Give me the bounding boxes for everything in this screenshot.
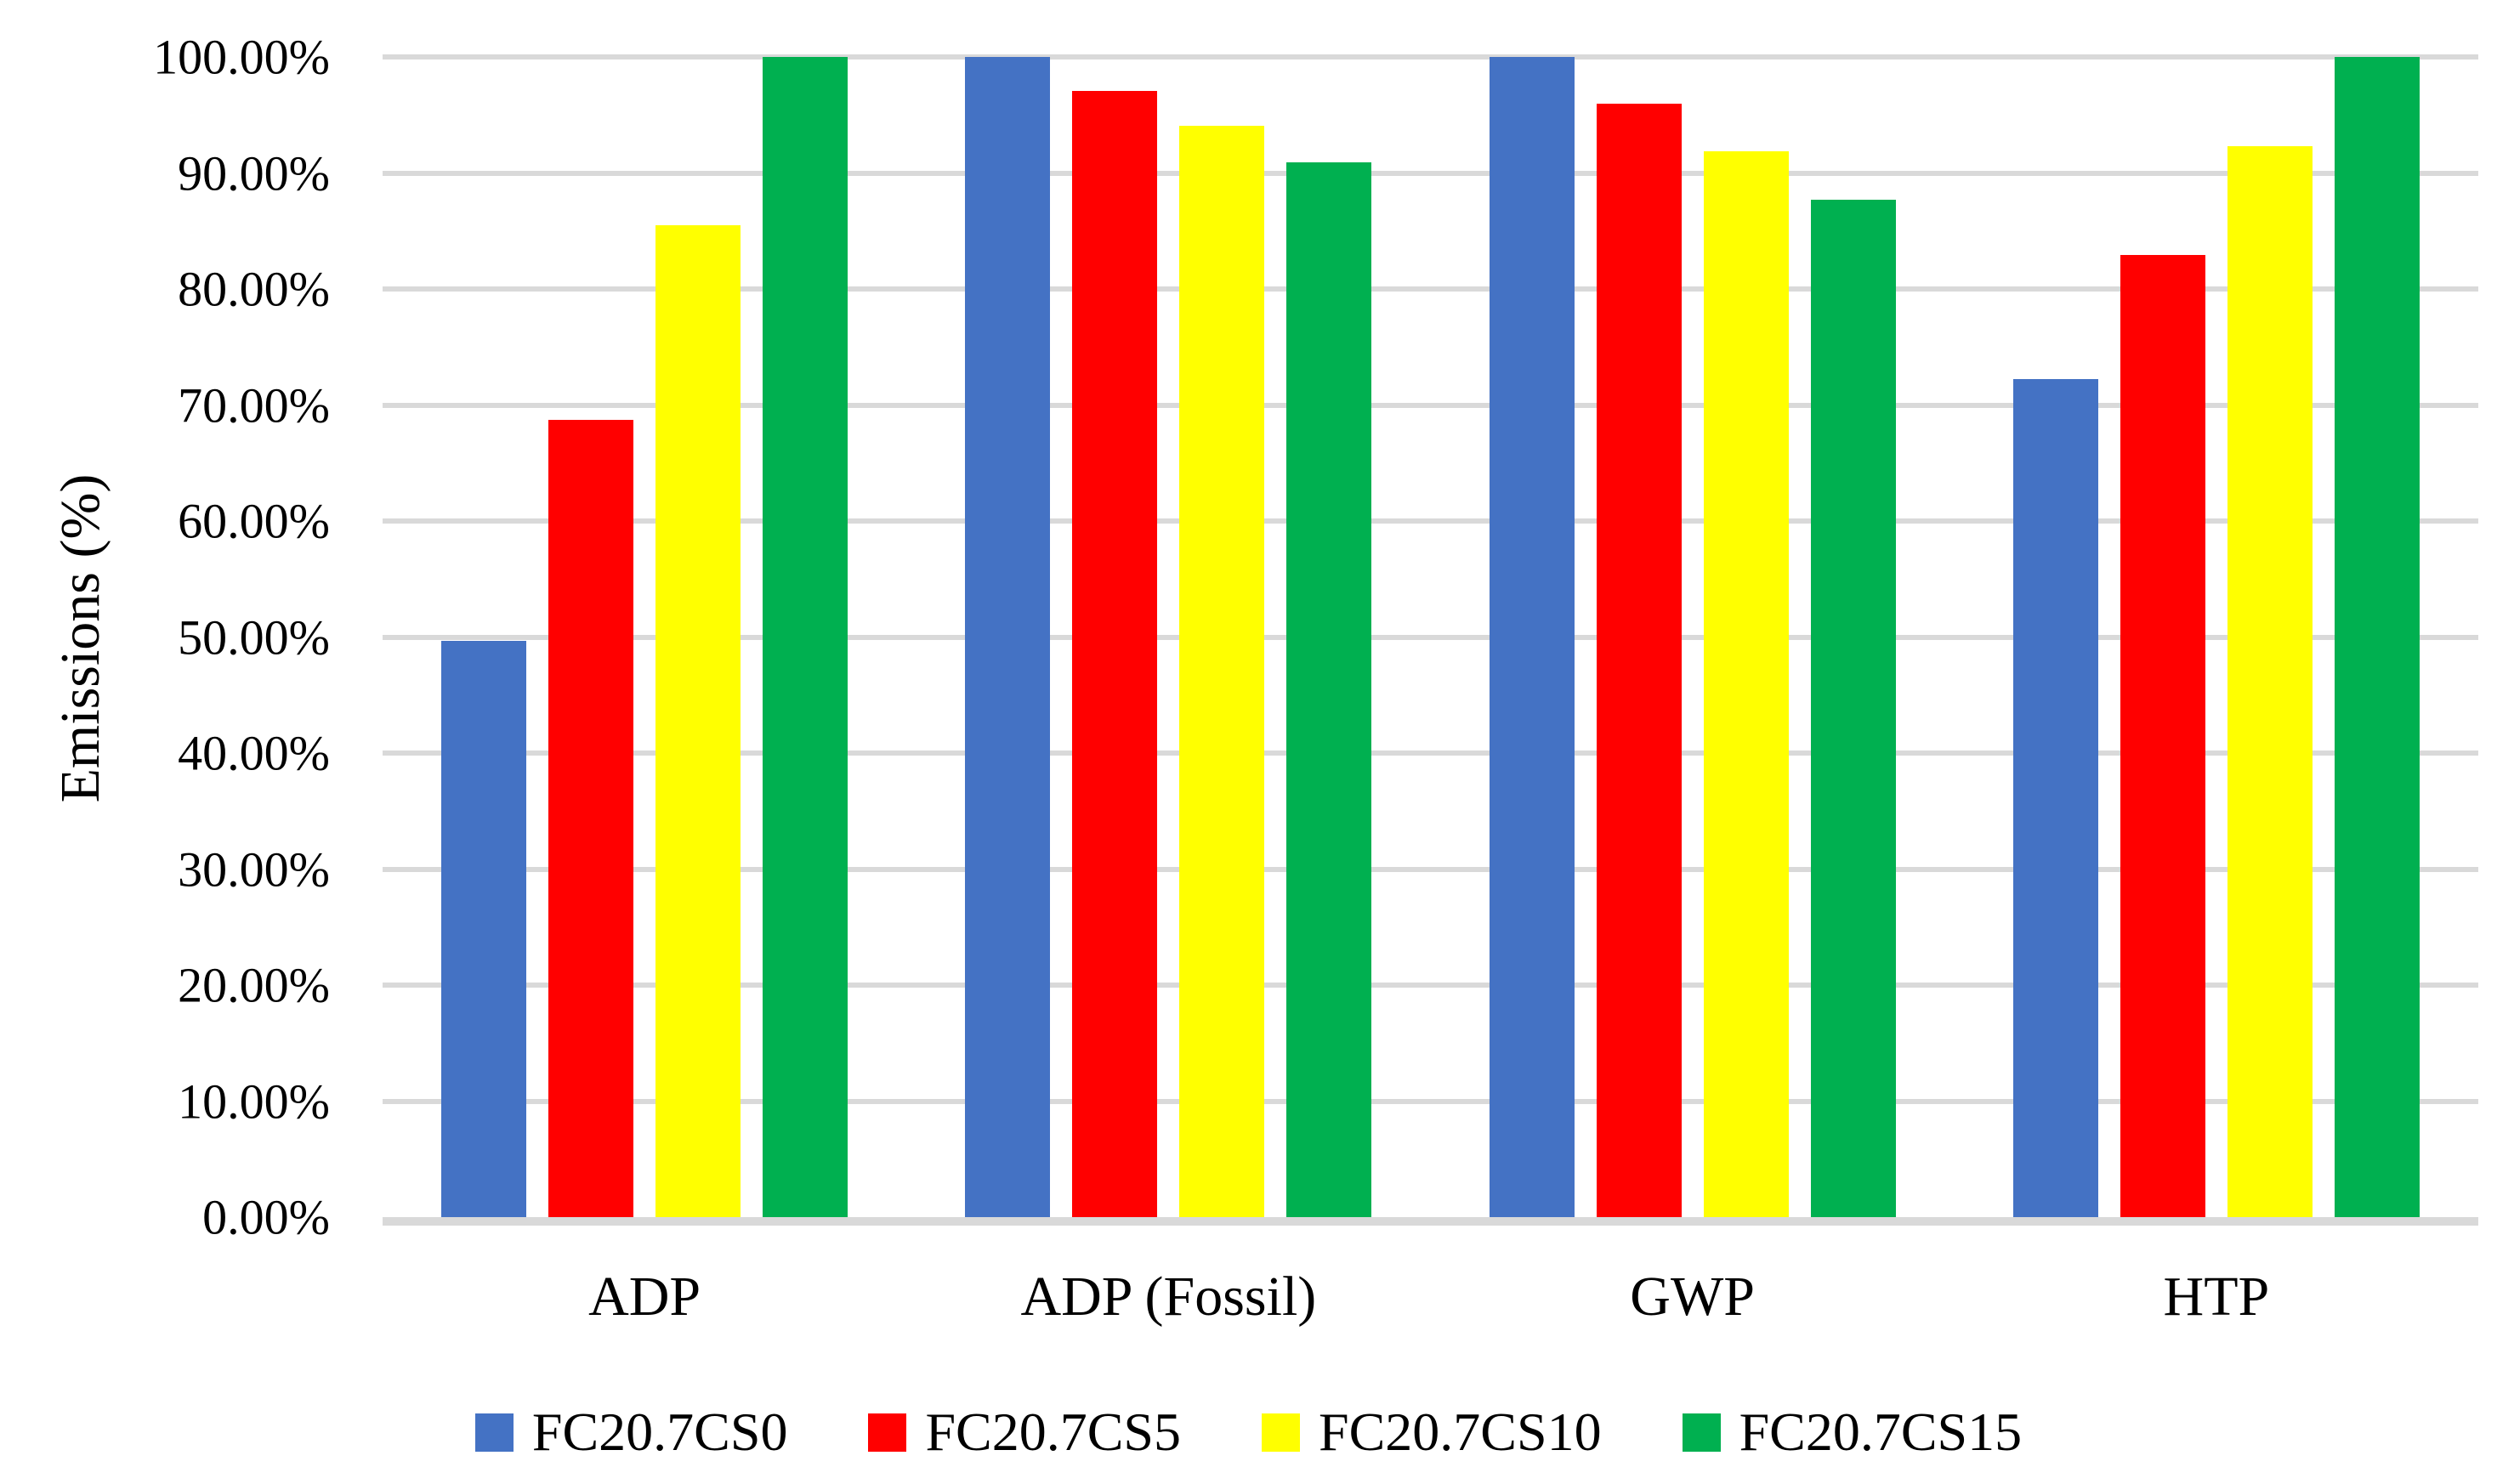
bar-fc20-7cs15-adp-fossil	[1286, 162, 1372, 1217]
plot-area	[383, 54, 2478, 1226]
x-axis-line	[383, 1217, 2478, 1226]
bar-group-adp-fossil	[906, 57, 1430, 1217]
gridline-100	[383, 54, 2478, 59]
gridline-90	[383, 170, 2478, 176]
legend-label: FC20.7CS5	[925, 1402, 1181, 1462]
gridline-20	[383, 983, 2478, 988]
bar-fc20-7cs10-adp	[655, 224, 741, 1217]
bar-fc20-7cs10-htp	[2227, 146, 2313, 1217]
x-axis-label-adp: ADP	[588, 1266, 701, 1328]
bar-fc20-7cs15-gwp	[1810, 199, 1896, 1217]
y-axis-tick-label: 100.00%	[153, 29, 330, 85]
bar-fc20-7cs10-adp-fossil	[1179, 125, 1265, 1217]
y-axis-tick-label: 60.00%	[178, 493, 330, 549]
legend-label: FC20.7CS0	[531, 1402, 788, 1462]
y-axis-tick-label: 0.00%	[202, 1189, 330, 1245]
bar-fc20-7cs10-gwp	[1703, 150, 1789, 1217]
bar-group-htp	[1955, 57, 2478, 1217]
x-axis-label-gwp: GWP	[1630, 1266, 1755, 1328]
legend-item-fc20-7cs5: FC20.7CS5	[868, 1401, 1181, 1464]
gridline-30	[383, 866, 2478, 872]
bar-fc20-7cs0-adp-fossil	[965, 57, 1051, 1217]
gridlines	[383, 54, 2478, 1217]
legend-swatch-icon	[474, 1413, 514, 1452]
bar-fc20-7cs5-adp	[548, 420, 634, 1217]
bar-group-adp	[383, 57, 906, 1217]
legend-label: FC20.7CS10	[1319, 1402, 1602, 1462]
x-axis-label-adp-fossil: ADP (Fossil)	[1020, 1266, 1317, 1328]
y-axis-tick-label: 70.00%	[178, 377, 330, 433]
legend-swatch-icon	[1262, 1413, 1300, 1452]
y-axis-tick-label: 80.00%	[178, 261, 330, 317]
bar-fc20-7cs5-adp-fossil	[1072, 90, 1158, 1217]
bar-fc20-7cs15-adp	[763, 57, 848, 1217]
bar-fc20-7cs0-htp	[2012, 379, 2098, 1217]
legend-item-fc20-7cs10: FC20.7CS10	[1262, 1401, 1602, 1464]
legend-swatch-icon	[868, 1413, 907, 1452]
y-axis-tick-label: 40.00%	[178, 725, 330, 781]
y-axis-tick-label: 50.00%	[178, 609, 330, 665]
bar-fc20-7cs15-htp	[2334, 57, 2420, 1217]
gridline-70	[383, 402, 2478, 408]
bar-fc20-7cs5-gwp	[1596, 103, 1682, 1217]
bar-groups	[383, 57, 2478, 1217]
y-axis-tick-label: 10.00%	[178, 1073, 330, 1129]
bar-group-gwp	[1431, 57, 1955, 1217]
gridline-50	[383, 634, 2478, 640]
gridline-10	[383, 1098, 2478, 1104]
gridline-60	[383, 518, 2478, 524]
legend: FC20.7CS0 FC20.7CS5 FC20.7CS10 FC20.7CS15	[0, 1401, 2497, 1464]
legend-item-fc20-7cs0: FC20.7CS0	[474, 1401, 788, 1464]
x-axis-label-htp: HTP	[2163, 1266, 2270, 1328]
bar-fc20-7cs0-adp	[441, 640, 527, 1217]
legend-swatch-icon	[1682, 1413, 1721, 1452]
y-axis-tick-label: 30.00%	[178, 841, 330, 897]
y-axis-tick-label: 90.00%	[178, 145, 330, 201]
y-axis-labels: 0.00% 10.00% 20.00% 30.00% 40.00% 50.00% 60.00…	[0, 30, 330, 1245]
gridline-80	[383, 286, 2478, 292]
gridline-40	[383, 750, 2478, 756]
y-axis-tick-label: 20.00%	[178, 957, 330, 1013]
bar-fc20-7cs0-gwp	[1489, 57, 1575, 1217]
x-axis-labels: ADP ADP (Fossil) GWP HTP	[383, 1265, 2478, 1329]
legend-item-fc20-7cs15: FC20.7CS15	[1682, 1401, 2023, 1464]
legend-label: FC20.7CS15	[1739, 1402, 2023, 1462]
bar-fc20-7cs5-htp	[2120, 255, 2205, 1217]
